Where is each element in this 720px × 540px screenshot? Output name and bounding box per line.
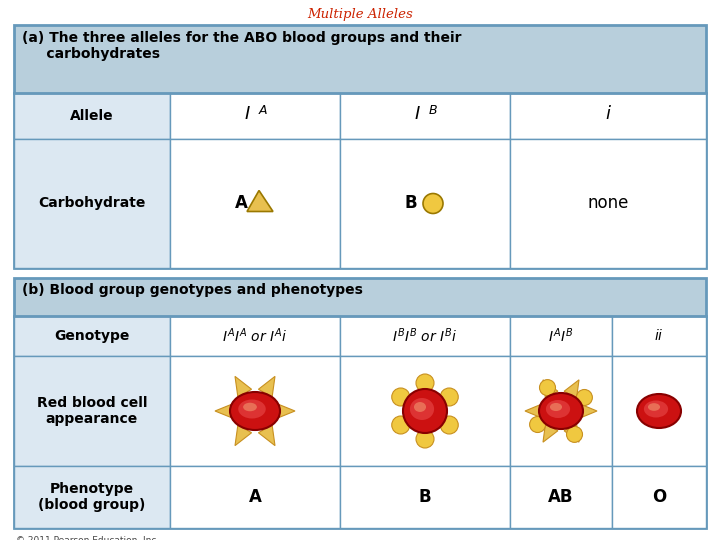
Polygon shape [525,404,542,418]
Text: $\mathit{ii}$: $\mathit{ii}$ [654,328,664,343]
Polygon shape [235,376,251,397]
Ellipse shape [238,400,266,419]
FancyBboxPatch shape [510,316,612,356]
Polygon shape [258,425,275,446]
FancyBboxPatch shape [14,25,706,268]
Text: Genotype: Genotype [54,329,130,343]
Text: © 2011 Pearson Education, Inc.: © 2011 Pearson Education, Inc. [16,536,159,540]
Text: $\mathit{I}$: $\mathit{I}$ [414,105,421,123]
Circle shape [440,388,458,406]
Text: $\mathit{A}$: $\mathit{A}$ [258,104,269,117]
Text: B: B [419,488,431,506]
FancyBboxPatch shape [510,139,706,268]
Ellipse shape [637,394,681,428]
Ellipse shape [644,401,668,417]
FancyBboxPatch shape [170,466,340,528]
Circle shape [530,416,546,433]
FancyBboxPatch shape [510,466,612,528]
FancyBboxPatch shape [340,316,510,356]
Text: A: A [248,488,261,506]
Ellipse shape [546,400,570,418]
FancyBboxPatch shape [14,93,170,139]
FancyBboxPatch shape [14,356,170,466]
Text: Carbohydrate: Carbohydrate [38,197,145,211]
FancyBboxPatch shape [170,316,340,356]
Polygon shape [543,380,558,399]
Text: none: none [588,194,629,213]
Text: (b) Blood group genotypes and phenotypes: (b) Blood group genotypes and phenotypes [22,283,363,297]
FancyBboxPatch shape [612,356,706,466]
Text: Allele: Allele [70,109,114,123]
Circle shape [416,430,434,448]
Text: Red blood cell
appearance: Red blood cell appearance [37,396,148,426]
Polygon shape [276,403,295,419]
Circle shape [577,389,593,406]
Text: carbohydrates: carbohydrates [22,47,160,61]
FancyBboxPatch shape [170,93,340,139]
Text: Phenotype
(blood group): Phenotype (blood group) [38,482,145,512]
Polygon shape [235,425,251,446]
Ellipse shape [539,393,583,429]
Text: $\mathit{I^{B}I^{B}}$ $\mathit{or}$ $\mathit{I^{B}i}$: $\mathit{I^{B}I^{B}}$ $\mathit{or}$ $\ma… [392,327,457,345]
Text: Multiple Alleles: Multiple Alleles [307,8,413,21]
Text: $\mathit{I^{A}I^{B}}$: $\mathit{I^{A}I^{B}}$ [549,327,574,345]
Circle shape [423,193,443,213]
FancyBboxPatch shape [170,139,340,268]
Circle shape [567,427,582,442]
Text: $\mathit{I^{A}I^{A}}$ $\mathit{or}$ $\mathit{I^{A}i}$: $\mathit{I^{A}I^{A}}$ $\mathit{or}$ $\ma… [222,327,287,345]
Circle shape [539,380,556,396]
Circle shape [440,416,458,434]
Ellipse shape [414,402,426,412]
Text: A: A [235,193,248,212]
FancyBboxPatch shape [340,466,510,528]
FancyBboxPatch shape [510,93,706,139]
Polygon shape [543,423,558,442]
Text: O: O [652,488,666,506]
Text: B: B [405,193,418,212]
Ellipse shape [403,389,447,433]
FancyBboxPatch shape [14,139,170,268]
Polygon shape [580,404,597,418]
Ellipse shape [230,392,280,430]
Text: (a) The three alleles for the ABO blood groups and their: (a) The three alleles for the ABO blood … [22,31,462,45]
Polygon shape [564,423,579,442]
Ellipse shape [243,403,257,411]
FancyBboxPatch shape [612,466,706,528]
Ellipse shape [648,403,660,411]
Text: $\mathit{I}$: $\mathit{I}$ [244,105,251,123]
Text: AB: AB [548,488,574,506]
FancyBboxPatch shape [340,139,510,268]
Ellipse shape [410,398,434,420]
Polygon shape [215,403,235,419]
FancyBboxPatch shape [14,316,170,356]
FancyBboxPatch shape [510,356,612,466]
Polygon shape [258,376,275,397]
Polygon shape [247,191,273,212]
Circle shape [392,416,410,434]
Text: $\mathit{i}$: $\mathit{i}$ [605,105,611,123]
Circle shape [392,388,410,406]
FancyBboxPatch shape [340,93,510,139]
FancyBboxPatch shape [14,466,170,528]
FancyBboxPatch shape [612,316,706,356]
Text: $\mathit{B}$: $\mathit{B}$ [428,104,438,117]
Circle shape [416,374,434,392]
Ellipse shape [550,403,562,411]
FancyBboxPatch shape [340,356,510,466]
FancyBboxPatch shape [170,356,340,466]
Polygon shape [564,380,579,399]
FancyBboxPatch shape [14,278,706,528]
